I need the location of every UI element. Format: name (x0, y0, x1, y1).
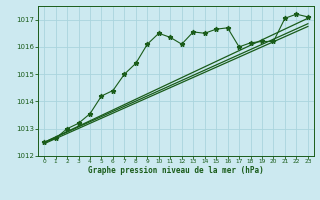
X-axis label: Graphe pression niveau de la mer (hPa): Graphe pression niveau de la mer (hPa) (88, 166, 264, 175)
